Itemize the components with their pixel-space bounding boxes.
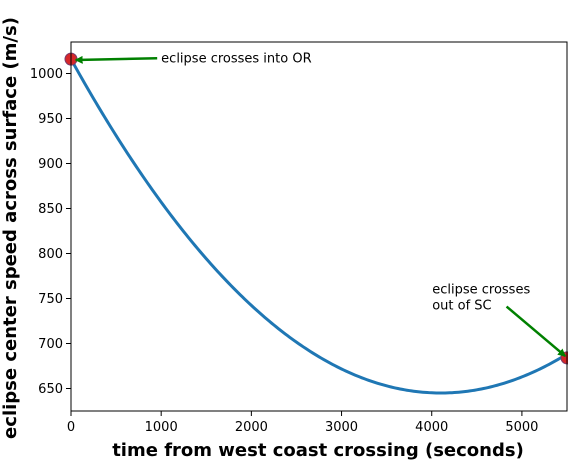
y-tick-label-3: 800 <box>38 247 63 262</box>
y-tick-label-5: 900 <box>38 157 63 172</box>
x-tick-label-3: 3000 <box>325 420 358 435</box>
x-tick-label-2: 2000 <box>235 420 268 435</box>
y-tick-label-0: 650 <box>38 382 63 397</box>
y-tick-label-1: 700 <box>38 337 63 352</box>
x-tick-label-4: 4000 <box>415 420 448 435</box>
y-tick-label-6: 950 <box>38 112 63 127</box>
x-axis-title: time from west coast crossing (seconds) <box>112 440 524 460</box>
y-tick-label-7: 1000 <box>30 67 63 82</box>
y-tick-label-4: 850 <box>38 202 63 217</box>
annotation-text-1-0: eclipse crosses <box>432 283 530 298</box>
annotation-text-0: eclipse crosses into OR <box>161 52 311 67</box>
x-tick-label-5: 5000 <box>505 420 538 435</box>
x-tick-label-1: 1000 <box>145 420 178 435</box>
x-tick-label-0: 0 <box>67 420 75 435</box>
y-axis-title: eclipse center speed across surface (m/s… <box>0 17 21 439</box>
y-tick-label-2: 750 <box>38 292 63 307</box>
annotation-text-1-1: out of SC <box>432 299 491 314</box>
